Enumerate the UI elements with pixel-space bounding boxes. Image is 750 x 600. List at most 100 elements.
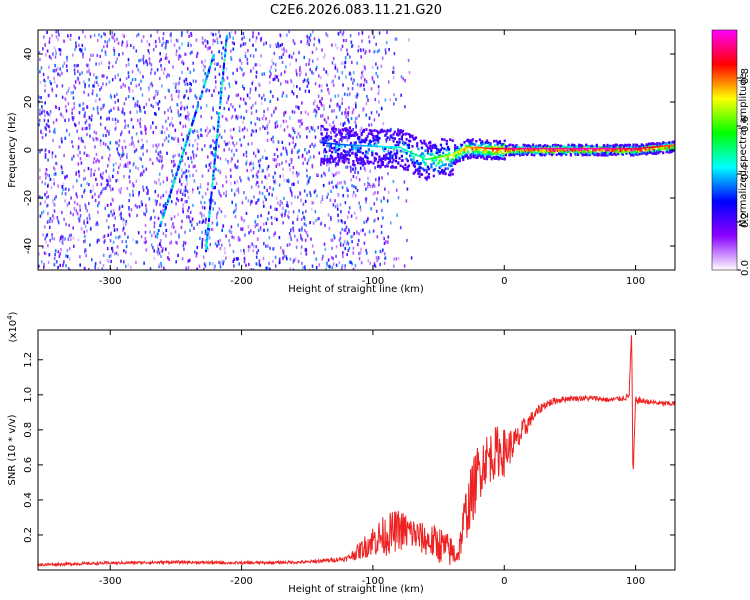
heatmap-cell <box>365 220 368 224</box>
heatmap-cell <box>378 89 380 93</box>
heatmap-cell <box>204 232 207 236</box>
heatmap-cell <box>363 83 365 87</box>
heatmap-cell <box>127 161 129 165</box>
heatmap-cell <box>53 172 56 176</box>
carrier-peak-cell <box>454 152 456 155</box>
streak-cell <box>184 143 187 147</box>
heatmap-cell <box>350 166 352 170</box>
heatmap-cell <box>128 130 131 134</box>
heatmap-cell <box>212 33 214 37</box>
carrier-cell <box>450 169 453 173</box>
heatmap-cell <box>368 49 371 53</box>
heatmap-cell <box>336 203 339 207</box>
heatmap-cell <box>42 245 44 249</box>
heatmap-cell <box>96 238 99 242</box>
heatmap-cell <box>74 80 77 84</box>
heatmap-cell <box>161 43 163 47</box>
heatmap-cell <box>342 38 345 43</box>
carrier-cell <box>565 151 568 154</box>
carrier-peak-cell <box>430 157 432 160</box>
heatmap-cell <box>392 66 395 70</box>
heatmap-cell <box>341 97 343 101</box>
heatmap-cell <box>241 226 244 230</box>
carrier-peak-cell <box>365 145 367 147</box>
heatmap-cell <box>292 229 295 233</box>
heatmap-cell <box>78 217 80 221</box>
heatmap-cell <box>252 174 254 178</box>
heatmap-cell <box>326 264 328 268</box>
heatmap-cell <box>344 264 346 268</box>
heatmap-cell <box>154 71 156 75</box>
heatmap-cell <box>95 177 97 182</box>
streak-cell <box>209 199 212 203</box>
heatmap-cell <box>176 192 178 196</box>
heatmap-cell <box>89 35 92 39</box>
heatmap-cell <box>120 85 123 89</box>
heatmap-cell <box>75 192 78 196</box>
heatmap-cell <box>339 236 342 240</box>
heatmap-cell <box>291 183 293 187</box>
heatmap-cell <box>339 203 342 207</box>
heatmap-cell <box>103 31 105 36</box>
carrier-cell <box>495 157 498 160</box>
heatmap-cell <box>163 71 165 75</box>
carrier-cell <box>448 148 451 151</box>
heatmap-cell <box>387 149 390 154</box>
heatmap-cell <box>204 59 206 63</box>
carrier-cell <box>325 150 328 154</box>
heatmap-cell <box>47 195 50 199</box>
heatmap-cell <box>174 136 177 140</box>
heatmap-cell <box>378 183 380 187</box>
heatmap-cell <box>161 84 163 88</box>
heatmap-cell <box>250 161 252 165</box>
heatmap-cell <box>233 42 235 46</box>
heatmap-cell <box>102 82 104 86</box>
heatmap-cell <box>384 48 387 52</box>
heatmap-cell <box>130 142 133 146</box>
carrier-peak-cell <box>358 144 360 147</box>
heatmap-cell <box>348 129 350 133</box>
carrier-peak-cell <box>569 147 572 150</box>
heatmap-cell <box>47 119 49 123</box>
carrier-peak-cell <box>542 147 545 150</box>
heatmap-cell <box>389 134 391 139</box>
heatmap-cell <box>284 80 287 84</box>
heatmap-cell <box>393 102 395 106</box>
heatmap-cell <box>110 253 112 257</box>
carrier-cell <box>502 143 505 146</box>
carrier-cell <box>422 167 425 171</box>
carrier-peak-cell <box>665 145 667 147</box>
heatmap-cell <box>84 127 87 131</box>
carrier-peak-cell <box>567 147 569 150</box>
carrier-cell <box>322 157 325 161</box>
heatmap-cell <box>399 226 402 230</box>
carrier-peak-cell <box>626 147 628 150</box>
carrier-cell <box>640 148 643 152</box>
heatmap-cell <box>39 214 42 218</box>
heatmap-cell <box>117 41 120 45</box>
heatmap-cell <box>96 108 99 112</box>
heatmap-cell <box>360 247 362 251</box>
heatmap-cell <box>262 222 265 226</box>
heatmap-cell <box>117 170 119 175</box>
carrier-peak-cell <box>332 142 334 145</box>
heatmap-cell <box>201 240 203 245</box>
streak-cell <box>208 67 211 71</box>
streak-cell <box>214 155 217 159</box>
heatmap-cell <box>132 45 135 50</box>
carrier-peak-cell <box>559 147 561 150</box>
heatmap-cell <box>299 135 301 139</box>
streak-cell <box>211 57 214 61</box>
heatmap-cell <box>337 94 340 98</box>
carrier-cell <box>419 166 422 170</box>
heatmap-cell <box>295 68 297 73</box>
carrier-cell <box>338 144 341 147</box>
heatmap-cell <box>178 233 180 237</box>
carrier-cell <box>516 150 519 154</box>
heatmap-cell <box>373 118 376 122</box>
carrier-cell <box>593 145 596 148</box>
heatmap-cell <box>263 242 265 246</box>
heatmap-cell <box>123 112 126 116</box>
carrier-cell <box>513 152 516 156</box>
heatmap-cell <box>258 83 261 87</box>
